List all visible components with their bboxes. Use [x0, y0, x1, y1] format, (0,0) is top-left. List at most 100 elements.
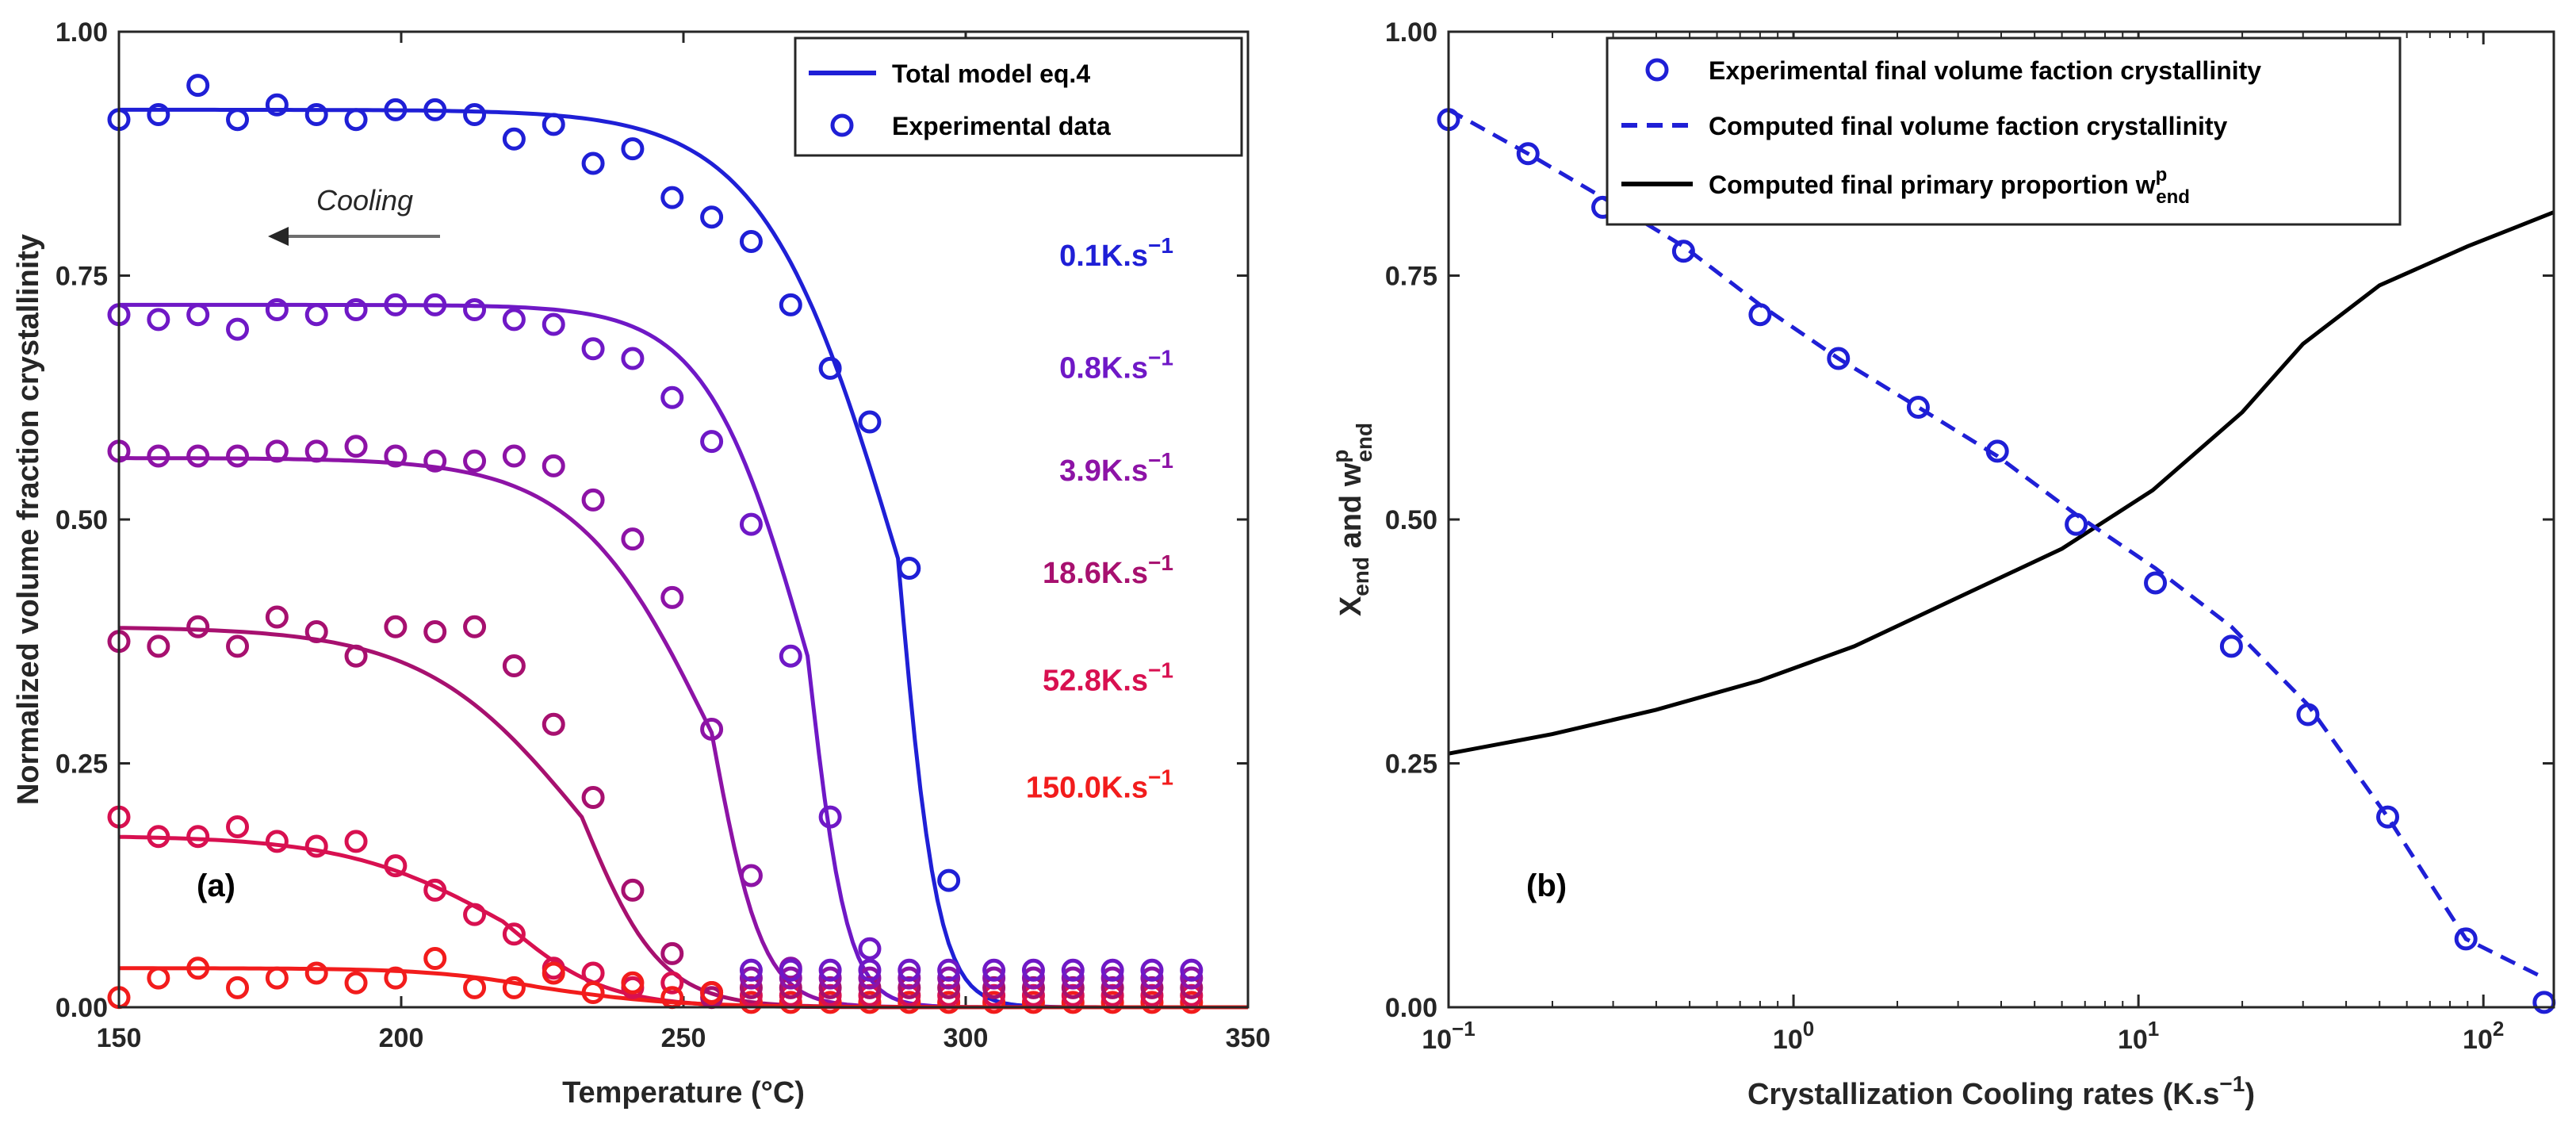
rate-label-exponent: −1 — [1148, 765, 1173, 790]
panel-a-data-point — [186, 444, 210, 468]
panel-a-data-point — [818, 958, 842, 982]
rate-label-exponent: −1 — [1148, 233, 1173, 258]
panel-a-legend-box — [794, 36, 1243, 157]
rate-label: 3.9K.s−1 — [1059, 448, 1173, 488]
panel-a-data-point — [739, 864, 763, 887]
panel-a-data-point — [937, 958, 961, 982]
panel-a-data-point — [186, 825, 210, 849]
panel-a-data-point — [739, 991, 763, 1014]
panel-a-data-point — [937, 991, 961, 1014]
panel-a-data-point — [779, 966, 802, 990]
ylabel-sub-end-2: end — [1352, 423, 1376, 462]
panel-a-data-point — [423, 619, 447, 643]
panel-b-x-tick-label: 10−1 — [1422, 1017, 1475, 1055]
legend-computed-w-text: Computed final primary proportion w — [1709, 171, 2156, 199]
rate-label-text: 0.8K.s — [1059, 352, 1148, 385]
panel-b-label: (b) — [1526, 868, 1567, 903]
panel-a-data-point — [898, 557, 921, 580]
panel-a-data-point — [423, 878, 447, 902]
panel-a-data-point — [502, 127, 526, 151]
panel-a-data-point — [1100, 966, 1124, 990]
panel-a-data-point — [344, 644, 368, 668]
panel-a-data-point — [344, 435, 368, 458]
panel-a-data-point — [265, 966, 289, 990]
panel-b-experimental-point — [2296, 703, 2320, 726]
panel-a-data-point — [779, 644, 802, 668]
panel-a-data-point — [858, 410, 882, 434]
panel-a-data-point — [581, 337, 605, 361]
panel-a-data-point — [1180, 966, 1204, 990]
panel-a-data-point — [502, 308, 526, 332]
panel-a-data-point — [344, 971, 368, 995]
panel-a-data-point — [463, 449, 487, 473]
panel-a-data-point — [304, 439, 328, 463]
legend-w-sup: p — [2156, 164, 2168, 186]
panel-a-data-point — [621, 878, 645, 902]
panel-a-data-point — [779, 293, 802, 316]
panel-a-legend: Total model eq.4 Experimental data — [794, 36, 1243, 157]
rate-label: 18.6K.s−1 — [1043, 550, 1173, 590]
panel-a-data-point — [344, 830, 368, 853]
panel-a-data-point — [344, 108, 368, 132]
panel-a-data-point — [818, 356, 842, 380]
panel-a-data-point — [384, 966, 408, 990]
panel-a-data-point — [621, 527, 645, 551]
panel-a-data-point — [423, 449, 447, 473]
panel-b-experimental-point — [1516, 142, 1540, 166]
panel-a-x-tick-label: 300 — [944, 1023, 989, 1053]
panel-a-data-point — [265, 298, 289, 322]
rate-label-text: 52.8K.s — [1043, 664, 1148, 697]
panel-a-data-point — [423, 293, 447, 316]
panel-a-data-point — [186, 303, 210, 327]
panel-b-experimental-point — [2376, 805, 2400, 829]
panel-a-data-point — [739, 512, 763, 536]
panel-a-data-point — [700, 205, 724, 229]
panel-a-data-point — [898, 966, 921, 990]
tick-exponent: −1 — [1452, 1017, 1476, 1041]
ylabel-sup-p: p — [1328, 450, 1353, 463]
panel-a-data-point — [226, 634, 250, 658]
legend-computed-w-label: Computed final primary proportion wp end — [1709, 164, 2190, 208]
panel-a-data-point — [739, 966, 763, 990]
panel-a-data-point — [226, 444, 250, 468]
panel-a-data-point — [898, 991, 921, 1014]
panel-a-data-point — [858, 958, 882, 982]
panel-b-experimental-point — [1671, 240, 1695, 263]
rate-label: 150.0K.s−1 — [1026, 765, 1173, 805]
panel-a-data-point — [463, 103, 487, 127]
panel-a-data-point — [265, 830, 289, 853]
panel-a-data-point — [384, 854, 408, 878]
panel-b-y-tick-label: 0.00 — [1385, 993, 1437, 1023]
rate-label-exponent: −1 — [1148, 657, 1173, 682]
rate-label-exponent: −1 — [1148, 448, 1173, 473]
legend-experimental-label: Experimental final volume faction crysta… — [1709, 56, 2261, 85]
panel-b-computed-w-line — [1448, 210, 2555, 756]
panel-b-y-tick-label: 0.75 — [1385, 262, 1437, 292]
tick-base: 10 — [2118, 1025, 2148, 1055]
panel-a-x-tick-label: 250 — [661, 1023, 706, 1053]
panel-a-data-point — [463, 976, 487, 999]
panel-a-data-point — [581, 981, 605, 1005]
panel-a-data-point — [463, 298, 487, 322]
panel-a-label: (a) — [197, 868, 235, 903]
panel-a-data-point — [304, 834, 328, 858]
panel-a-data-point — [621, 347, 645, 370]
panel-a-ticks: 150 200 250 300 350 0.00 0.25 0.50 0.75 1.00 — [56, 17, 1271, 1053]
panel-b-y-tick-label: 0.50 — [1385, 505, 1437, 535]
panel-a-data-point — [502, 654, 526, 677]
panel-a-data-point — [739, 958, 763, 982]
panel-a-data-point — [1140, 958, 1164, 982]
panel-a-data-point — [542, 961, 565, 985]
panel-a-data-point — [700, 430, 724, 454]
panel-a-data-point — [1180, 991, 1204, 1014]
panel-a-x-axis-label: Temperature (°C) — [562, 1076, 805, 1110]
panel-a-data-point — [660, 971, 684, 995]
panel-a-data-point — [739, 229, 763, 253]
panel-a-y-tick-label: 0.50 — [56, 505, 108, 535]
panel-a-data-point — [542, 712, 565, 736]
panel-a-y-tick-label: 0.75 — [56, 262, 108, 292]
legend-data-label: Experimental data — [892, 112, 1111, 140]
panel-a-data-point — [226, 108, 250, 132]
panel-a-x-tick-label: 150 — [97, 1023, 142, 1053]
panel-a-data-point — [502, 444, 526, 468]
